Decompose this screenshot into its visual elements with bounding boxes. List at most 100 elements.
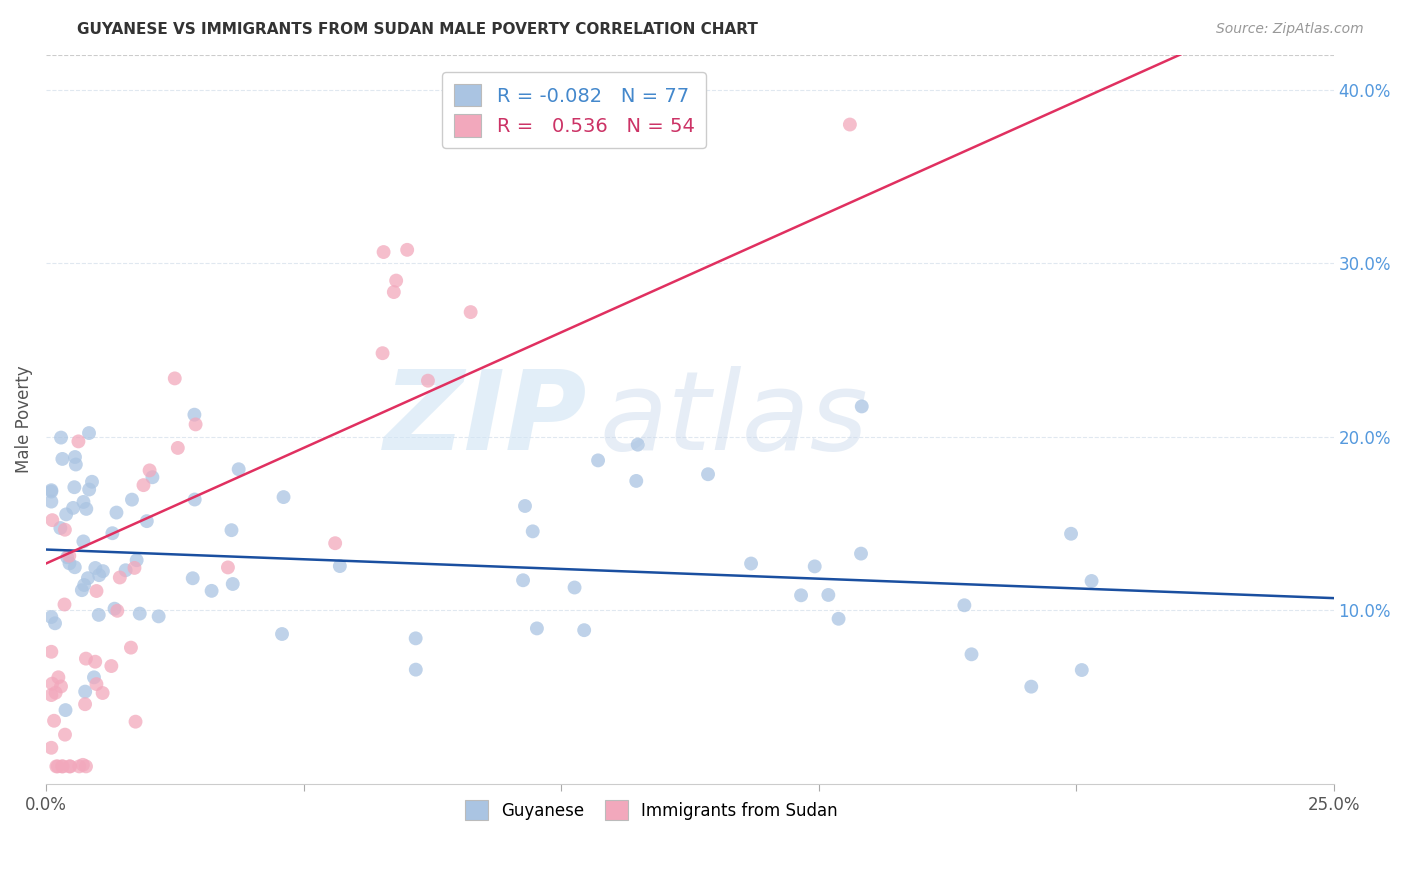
- Point: [564, 581, 586, 595]
- Point: [75, 502, 97, 516]
- Point: [72, 534, 94, 549]
- Point: [108, 570, 131, 584]
- Point: [77, 425, 100, 440]
- Point: [323, 536, 346, 550]
- Point: [72, 495, 94, 509]
- Point: [86, 677, 108, 691]
- Point: [790, 588, 813, 602]
- Point: [80, 475, 103, 489]
- Point: [373, 245, 395, 260]
- Point: [396, 243, 419, 257]
- Point: [75, 651, 97, 665]
- Point: [89, 568, 111, 582]
- Point: [148, 609, 170, 624]
- Point: [221, 523, 243, 537]
- Point: [121, 492, 143, 507]
- Point: [49, 521, 72, 535]
- Point: [228, 462, 250, 476]
- Point: [63, 450, 86, 464]
- Point: [1070, 663, 1092, 677]
- Text: ZIP: ZIP: [384, 366, 586, 473]
- Point: [100, 659, 122, 673]
- Point: [526, 621, 548, 635]
- Point: [75, 697, 97, 711]
- Point: [953, 599, 976, 613]
- Point: [62, 500, 84, 515]
- Point: [91, 564, 114, 578]
- Point: [1060, 526, 1083, 541]
- Point: [41, 483, 63, 498]
- Point: [960, 648, 983, 662]
- Point: [103, 601, 125, 615]
- Point: [41, 740, 63, 755]
- Point: [181, 571, 204, 585]
- Point: [371, 346, 394, 360]
- Point: [522, 524, 544, 539]
- Point: [53, 728, 76, 742]
- Point: [87, 607, 110, 622]
- Point: [86, 584, 108, 599]
- Point: [59, 759, 82, 773]
- Point: [51, 759, 73, 773]
- Point: [49, 680, 72, 694]
- Point: [41, 610, 63, 624]
- Point: [48, 670, 70, 684]
- Point: [512, 574, 534, 588]
- Text: Source: ZipAtlas.com: Source: ZipAtlas.com: [1216, 22, 1364, 37]
- Point: [141, 470, 163, 484]
- Point: [273, 490, 295, 504]
- Point: [63, 480, 86, 494]
- Point: [41, 688, 63, 702]
- Point: [63, 560, 86, 574]
- Legend: Guyanese, Immigrants from Sudan: Guyanese, Immigrants from Sudan: [458, 794, 845, 826]
- Point: [53, 598, 76, 612]
- Point: [183, 408, 205, 422]
- Point: [222, 577, 245, 591]
- Point: [46, 759, 69, 773]
- Point: [41, 676, 63, 690]
- Point: [586, 453, 609, 467]
- Point: [513, 499, 536, 513]
- Point: [41, 484, 63, 499]
- Point: [803, 559, 825, 574]
- Point: [55, 508, 77, 522]
- Point: [405, 632, 427, 646]
- Point: [77, 483, 100, 497]
- Point: [84, 561, 107, 575]
- Point: [574, 118, 596, 132]
- Point: [607, 118, 630, 132]
- Point: [58, 549, 80, 563]
- Point: [849, 547, 872, 561]
- Point: [41, 513, 63, 527]
- Point: [44, 616, 66, 631]
- Point: [838, 118, 860, 132]
- Point: [183, 492, 205, 507]
- Point: [184, 417, 207, 432]
- Point: [73, 578, 96, 592]
- Point: [52, 759, 75, 773]
- Point: [1019, 680, 1042, 694]
- Point: [65, 458, 87, 472]
- Point: [827, 612, 849, 626]
- Text: GUYANESE VS IMMIGRANTS FROM SUDAN MALE POVERTY CORRELATION CHART: GUYANESE VS IMMIGRANTS FROM SUDAN MALE P…: [77, 22, 758, 37]
- Point: [571, 119, 593, 133]
- Point: [105, 506, 128, 520]
- Point: [382, 285, 405, 299]
- Point: [75, 759, 97, 773]
- Point: [201, 583, 224, 598]
- Point: [114, 563, 136, 577]
- Point: [740, 557, 762, 571]
- Point: [217, 560, 239, 574]
- Point: [91, 686, 114, 700]
- Point: [58, 557, 80, 571]
- Point: [135, 514, 157, 528]
- Point: [1080, 574, 1102, 588]
- Point: [42, 714, 65, 728]
- Point: [817, 588, 839, 602]
- Point: [67, 759, 90, 773]
- Point: [271, 627, 294, 641]
- Point: [70, 583, 93, 598]
- Point: [124, 714, 146, 729]
- Point: [45, 759, 67, 773]
- Point: [166, 441, 188, 455]
